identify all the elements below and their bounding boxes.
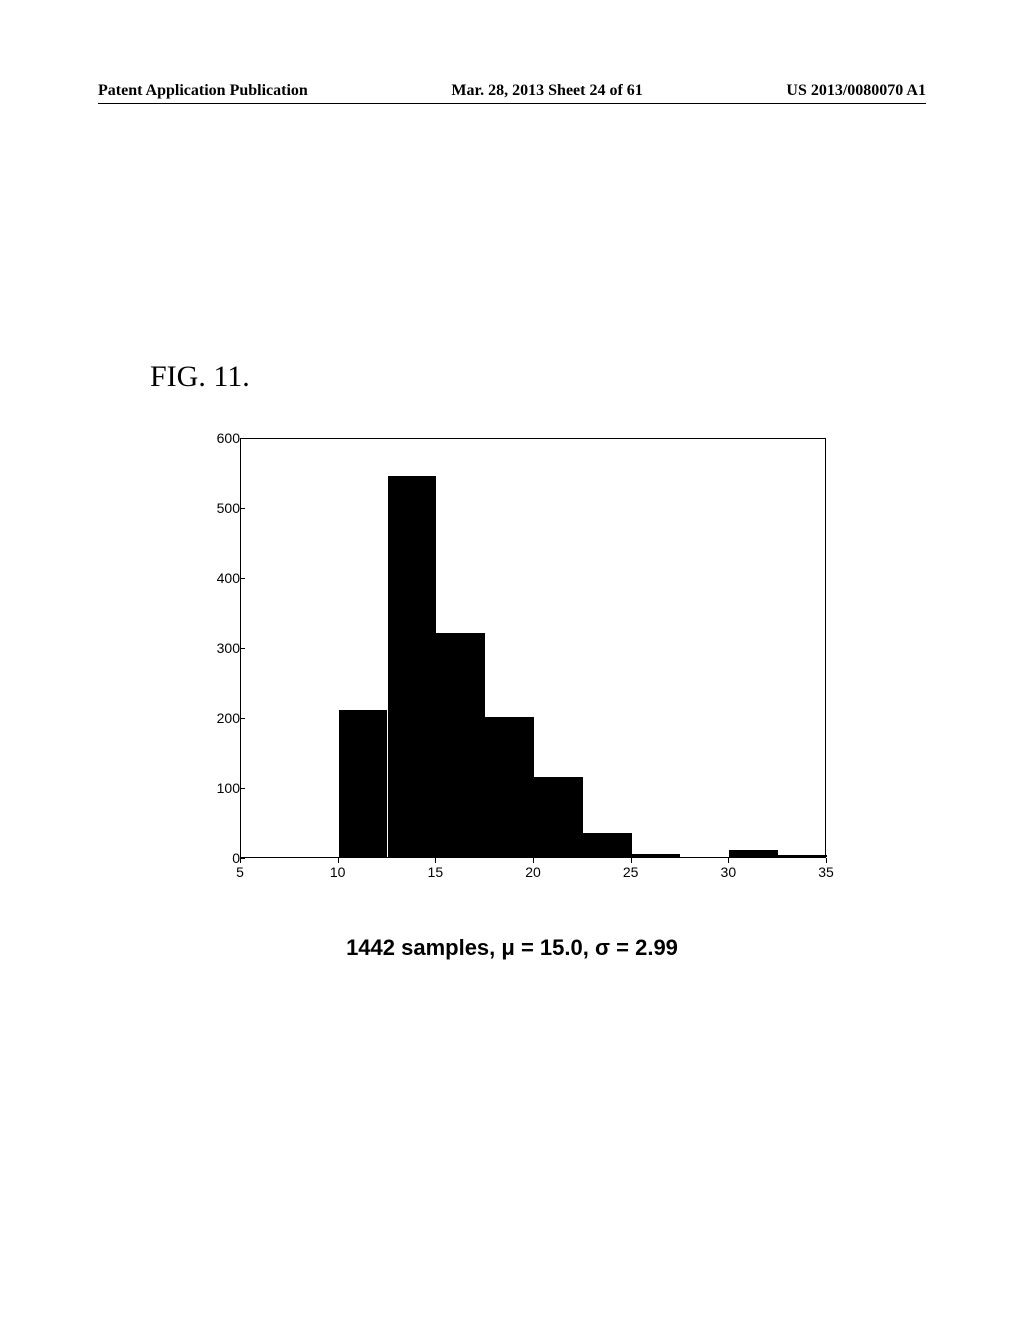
histogram-chart: 0 100 200 300 400 500 600 5 10 15 20 25 30 35 bbox=[188, 430, 834, 900]
histogram-bar bbox=[485, 717, 534, 857]
y-tick-label: 400 bbox=[200, 570, 240, 586]
y-tick-label: 500 bbox=[200, 500, 240, 516]
histogram-bar bbox=[534, 777, 583, 858]
figure-label: FIG. 11. bbox=[150, 360, 250, 394]
y-tick bbox=[240, 578, 245, 579]
y-tick bbox=[240, 648, 245, 649]
y-tick-label: 100 bbox=[200, 780, 240, 796]
y-tick bbox=[240, 438, 245, 439]
x-tick bbox=[338, 858, 339, 863]
x-tick bbox=[826, 858, 827, 863]
x-tick bbox=[533, 858, 534, 863]
y-tick bbox=[240, 508, 245, 509]
histogram-bar bbox=[632, 854, 681, 857]
x-tick bbox=[728, 858, 729, 863]
x-tick-label: 30 bbox=[721, 864, 737, 880]
patent-header: Patent Application Publication Mar. 28, … bbox=[98, 82, 926, 104]
y-tick-label: 600 bbox=[200, 430, 240, 446]
x-tick-label: 10 bbox=[330, 864, 346, 880]
x-tick bbox=[435, 858, 436, 863]
histogram-bar bbox=[388, 476, 437, 858]
plot-area bbox=[240, 438, 826, 858]
x-tick-label: 35 bbox=[818, 864, 834, 880]
y-tick-label: 200 bbox=[200, 710, 240, 726]
header-right: US 2013/0080070 A1 bbox=[786, 82, 926, 100]
y-tick bbox=[240, 788, 245, 789]
chart-caption: 1442 samples, μ = 15.0, σ = 2.99 bbox=[0, 935, 1024, 961]
x-tick bbox=[240, 858, 241, 863]
histogram-bar bbox=[436, 633, 485, 857]
x-tick-label: 25 bbox=[623, 864, 639, 880]
x-tick-label: 15 bbox=[428, 864, 444, 880]
header-center: Mar. 28, 2013 Sheet 24 of 61 bbox=[451, 82, 642, 100]
x-tick-label: 5 bbox=[236, 864, 244, 880]
x-tick-label: 20 bbox=[525, 864, 541, 880]
x-tick bbox=[631, 858, 632, 863]
y-tick-label: 0 bbox=[200, 850, 240, 866]
histogram-bar bbox=[339, 710, 388, 857]
histogram-bar bbox=[778, 855, 827, 857]
y-tick bbox=[240, 718, 245, 719]
histogram-bar bbox=[729, 850, 778, 857]
y-tick-label: 300 bbox=[200, 640, 240, 656]
header-left: Patent Application Publication bbox=[98, 82, 308, 100]
histogram-bar bbox=[583, 833, 632, 858]
